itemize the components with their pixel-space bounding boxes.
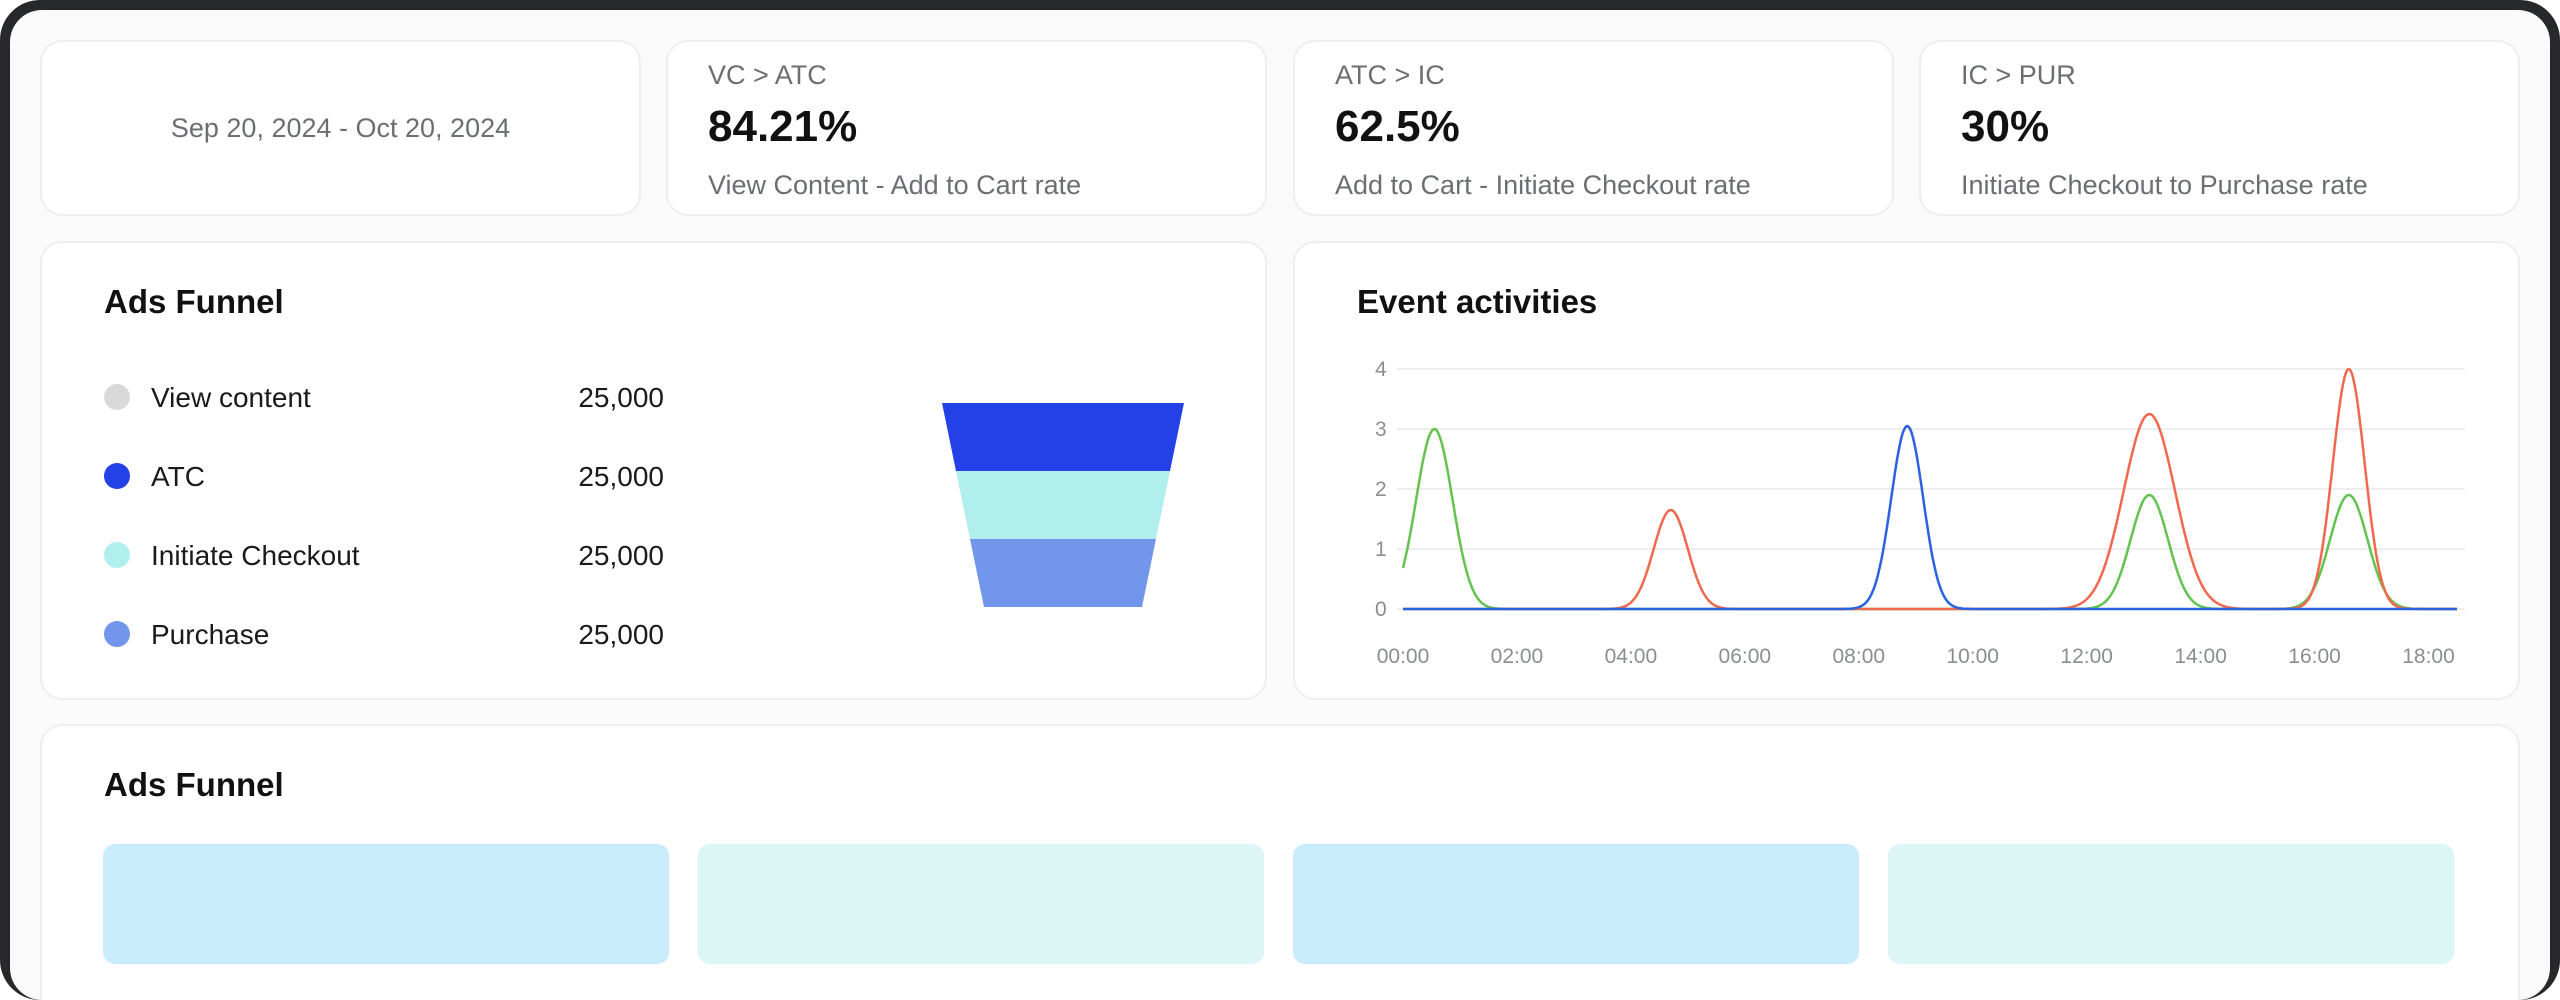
funnel-tile[interactable] bbox=[1293, 844, 1859, 964]
legend-value: 25,000 bbox=[578, 619, 664, 650]
y-tick-label: 4 bbox=[1375, 358, 1387, 381]
y-tick-label: 0 bbox=[1375, 598, 1387, 621]
x-tick-label: 08:00 bbox=[1833, 645, 1886, 668]
funnel-segment-atc bbox=[942, 403, 1184, 471]
series-line-2 bbox=[1403, 424, 2457, 611]
metric-value: 62.5% bbox=[1335, 102, 1460, 151]
funnel-tile[interactable] bbox=[103, 844, 669, 964]
funnel-legend-item-view-content: View content 25,000 bbox=[104, 377, 664, 417]
y-tick-label: 1 bbox=[1375, 538, 1387, 561]
metric-label: ATC > IC bbox=[1335, 60, 1445, 90]
metric-value: 30% bbox=[1961, 102, 2050, 151]
legend-name: ATC bbox=[151, 461, 205, 492]
y-tick-label: 3 bbox=[1375, 418, 1387, 441]
funnel-tile[interactable] bbox=[1888, 844, 2454, 964]
metric-description: Add to Cart - Initiate Checkout rate bbox=[1335, 170, 1751, 200]
funnel-graphic bbox=[942, 403, 1184, 607]
x-tick-label: 10:00 bbox=[1946, 645, 1999, 668]
date-range[interactable]: Sep 20, 2024 - Oct 20, 2024 bbox=[170, 112, 511, 143]
metric-value: 84.21% bbox=[708, 102, 858, 151]
legend-dot bbox=[104, 621, 130, 647]
ads-funnel-card: Ads Funnel View content 25,000 ATC 25,00… bbox=[40, 241, 1267, 700]
y-tick-label: 2 bbox=[1375, 478, 1387, 501]
x-tick-label: 00:00 bbox=[1377, 645, 1430, 668]
dashboard: Sep 20, 2024 - Oct 20, 2024 VC > ATC 84.… bbox=[10, 10, 2550, 1000]
legend-name: View content bbox=[151, 382, 311, 413]
funnel-legend-item-atc: ATC 25,000 bbox=[104, 456, 664, 496]
metric-description: Initiate Checkout to Purchase rate bbox=[1961, 170, 2368, 200]
legend-name: Initiate Checkout bbox=[151, 540, 360, 571]
funnel-legend-item-initiate-checkout: Initiate Checkout 25,000 bbox=[104, 535, 664, 575]
x-tick-label: 18:00 bbox=[2402, 645, 2455, 668]
legend-dot bbox=[104, 384, 130, 410]
metric-card-ic-pur: IC > PUR 30% Initiate Checkout to Purcha… bbox=[1919, 40, 2520, 216]
x-tick-label: 12:00 bbox=[2060, 645, 2113, 668]
x-tick-label: 14:00 bbox=[2174, 645, 2227, 668]
funnel-segment-purchase bbox=[970, 539, 1156, 607]
event-activities-card: Event activities 0 1 2 3 4 00:00 02:00 04:00 06:… bbox=[1293, 241, 2520, 700]
ads-funnel-title: Ads Funnel bbox=[104, 283, 284, 320]
legend-dot bbox=[104, 463, 130, 489]
funnel-segment-initiate-checkout bbox=[956, 471, 1170, 539]
x-tick-label: 06:00 bbox=[1719, 645, 1772, 668]
legend-value: 25,000 bbox=[578, 540, 664, 571]
x-tick-label: 16:00 bbox=[2288, 645, 2341, 668]
legend-value: 25,000 bbox=[578, 382, 664, 413]
metric-card-vc-atc: VC > ATC 84.21% View Content - Add to Ca… bbox=[666, 40, 1267, 216]
ads-funnel-breakdown-title: Ads Funnel bbox=[104, 766, 284, 803]
funnel-legend-item-purchase: Purchase 25,000 bbox=[104, 614, 664, 654]
legend-dot bbox=[104, 542, 130, 568]
funnel-tile[interactable] bbox=[698, 844, 1264, 964]
series-line-0 bbox=[1401, 427, 2457, 611]
metric-card-atc-ic: ATC > IC 62.5% Add to Cart - Initiate Ch… bbox=[1293, 40, 1894, 216]
x-tick-label: 04:00 bbox=[1605, 645, 1658, 668]
metric-label: IC > PUR bbox=[1961, 60, 2076, 90]
metric-label: VC > ATC bbox=[708, 60, 827, 90]
event-activities-chart: 0 1 2 3 4 00:00 02:00 04:00 06:00 08:00 10:00 12:00… bbox=[1375, 358, 2465, 668]
event-activities-title: Event activities bbox=[1357, 283, 1598, 320]
x-tick-label: 02:00 bbox=[1491, 645, 1544, 668]
legend-value: 25,000 bbox=[578, 461, 664, 492]
date-range-card[interactable]: Sep 20, 2024 - Oct 20, 2024 bbox=[40, 40, 641, 216]
legend-name: Purchase bbox=[151, 619, 270, 650]
metric-description: View Content - Add to Cart rate bbox=[708, 170, 1082, 200]
